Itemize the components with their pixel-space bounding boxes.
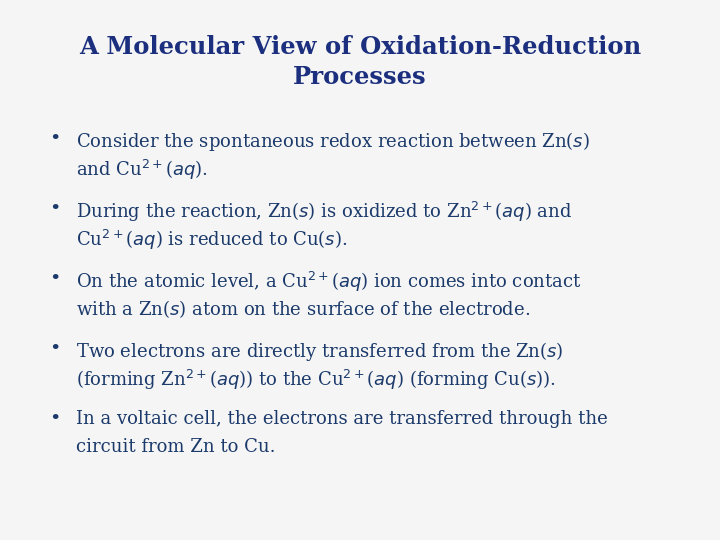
Text: and Cu$^{2+}$($aq$).: and Cu$^{2+}$($aq$). <box>76 158 207 182</box>
Text: In a voltaic cell, the electrons are transferred through the: In a voltaic cell, the electrons are tra… <box>76 410 608 428</box>
Text: Two electrons are directly transferred from the Zn($s$): Two electrons are directly transferred f… <box>76 340 563 363</box>
Text: •: • <box>49 270 60 288</box>
Text: with a Zn($s$) atom on the surface of the electrode.: with a Zn($s$) atom on the surface of th… <box>76 298 530 320</box>
Text: On the atomic level, a Cu$^{2+}$($aq$) ion comes into contact: On the atomic level, a Cu$^{2+}$($aq$) i… <box>76 270 581 294</box>
Text: A Molecular View of Oxidation-Reduction
Processes: A Molecular View of Oxidation-Reduction … <box>79 35 641 89</box>
Text: (forming Zn$^{2+}$($aq$)) to the Cu$^{2+}$($aq$) (forming Cu($s$)).: (forming Zn$^{2+}$($aq$)) to the Cu$^{2+… <box>76 368 555 393</box>
Text: •: • <box>49 410 60 428</box>
Text: •: • <box>49 340 60 358</box>
Text: Consider the spontaneous redox reaction between Zn($s$): Consider the spontaneous redox reaction … <box>76 130 590 153</box>
Text: •: • <box>49 130 60 147</box>
Text: During the reaction, Zn($s$) is oxidized to Zn$^{2+}$($aq$) and: During the reaction, Zn($s$) is oxidized… <box>76 200 572 224</box>
Text: •: • <box>49 200 60 218</box>
Text: circuit from Zn to Cu.: circuit from Zn to Cu. <box>76 438 275 456</box>
Text: Cu$^{2+}$($aq$) is reduced to Cu($s$).: Cu$^{2+}$($aq$) is reduced to Cu($s$). <box>76 228 347 252</box>
